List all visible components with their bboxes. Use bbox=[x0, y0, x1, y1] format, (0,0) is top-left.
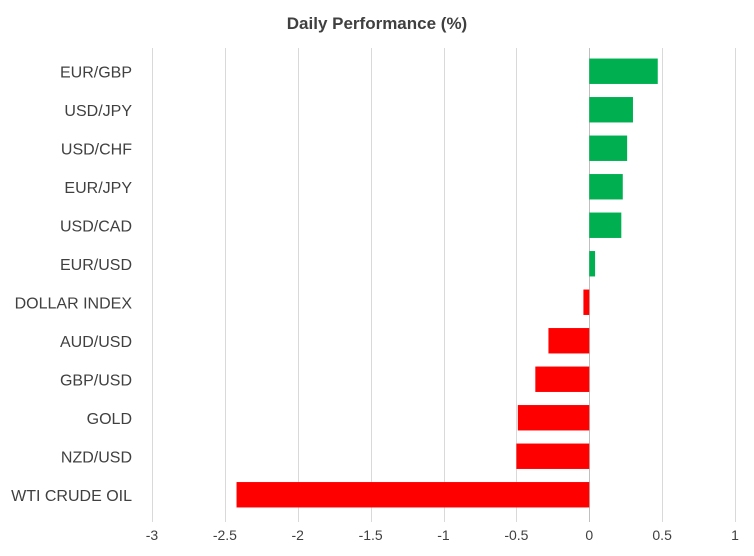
x-tick-labels: -3 -2.5 -2 -1.5 -1 -0.5 0 0.5 1 bbox=[146, 527, 739, 543]
category-label: EUR/GBP bbox=[60, 64, 132, 81]
x-tick-label: -1 bbox=[437, 527, 450, 543]
category-labels: EUR/GBP USD/JPY USD/CHF EUR/JPY USD/CAD EUR/U… bbox=[11, 64, 132, 505]
chart-title: Daily Performance (%) bbox=[287, 14, 467, 33]
category-label: DOLLAR INDEX bbox=[15, 295, 133, 312]
category-label: EUR/USD bbox=[60, 257, 132, 274]
x-tick-label: 1 bbox=[731, 527, 739, 543]
bar-usd-jpy bbox=[589, 97, 633, 123]
bar-usd-chf bbox=[589, 135, 628, 161]
x-tick-label: 0.5 bbox=[652, 527, 672, 543]
x-tick-label: -0.5 bbox=[504, 527, 528, 543]
x-tick-label: -2 bbox=[292, 527, 305, 543]
bars bbox=[236, 58, 658, 508]
bar-gbp-usd bbox=[535, 366, 590, 392]
x-tick-label: -3 bbox=[146, 527, 159, 543]
category-label: NZD/USD bbox=[61, 449, 132, 466]
x-tick-label: -2.5 bbox=[213, 527, 237, 543]
x-tick-label: -1.5 bbox=[359, 527, 383, 543]
bar-gold bbox=[517, 405, 590, 431]
category-label: USD/CAD bbox=[60, 218, 132, 235]
category-label: GOLD bbox=[87, 411, 132, 428]
category-label: EUR/JPY bbox=[64, 180, 132, 197]
bar-nzd-usd bbox=[516, 443, 590, 469]
category-label: AUD/USD bbox=[60, 334, 132, 351]
bar-dollar-index bbox=[583, 289, 590, 315]
category-label: WTI CRUDE OIL bbox=[11, 488, 132, 505]
category-label: GBP/USD bbox=[60, 372, 132, 389]
bar-wti-crude-oil bbox=[236, 482, 590, 508]
bar-usd-cad bbox=[589, 212, 622, 238]
bar-eur-usd bbox=[589, 251, 596, 277]
bar-eur-gbp bbox=[589, 58, 658, 84]
x-tick-label: 0 bbox=[585, 527, 593, 543]
category-label: USD/JPY bbox=[64, 103, 132, 120]
bar-aud-usd bbox=[548, 328, 590, 354]
category-label: USD/CHF bbox=[61, 141, 132, 158]
gridlines bbox=[152, 48, 736, 522]
bar-eur-jpy bbox=[589, 174, 623, 200]
